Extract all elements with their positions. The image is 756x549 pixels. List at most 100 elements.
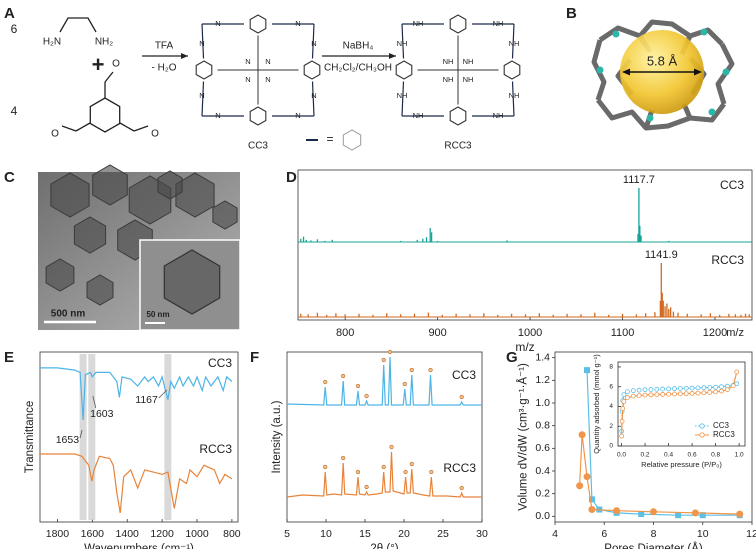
ring [503, 60, 521, 80]
marker [672, 386, 677, 392]
series-line [286, 451, 482, 498]
y-axis-label: Intensity (a.u.) [271, 400, 283, 473]
panel-label: D [286, 169, 297, 186]
peak-marker [409, 461, 414, 467]
marker [719, 388, 724, 394]
marker [642, 387, 648, 393]
panel-label: A [4, 5, 15, 22]
x-axis-label: 2θ (°) [370, 543, 398, 549]
highlight-band [164, 354, 172, 520]
marker [734, 381, 740, 387]
atom-label: N [215, 111, 220, 120]
marker [666, 391, 671, 397]
marker [707, 390, 713, 395]
x-tick-label: 6 [601, 528, 607, 540]
plot-frame [39, 351, 239, 523]
x-tick-label: 20 [398, 528, 410, 540]
marker [677, 386, 683, 391]
x-axis-label: Pores Diameter (Å) [604, 542, 703, 549]
annotation-arrow [92, 395, 97, 409]
x-tick-label: 1200 [703, 327, 727, 339]
ring [449, 14, 467, 34]
x-axis-label: Relative pressure (P/P₀) [641, 460, 722, 469]
highlight-band [79, 354, 87, 520]
legend-marker [699, 432, 705, 438]
marker [695, 390, 701, 396]
x-tick-label: 0.6 [688, 452, 697, 459]
marker [701, 390, 707, 396]
atom-label: NH₂ [95, 37, 113, 48]
marker [677, 391, 683, 397]
marker [736, 510, 744, 518]
atom-label: NH [413, 19, 424, 28]
marker [621, 399, 627, 404]
atom-label: NH [397, 39, 408, 48]
panel-label: E [4, 349, 14, 366]
peak-marker [341, 373, 346, 379]
nitrogen [708, 108, 716, 116]
atom-label: O [151, 129, 159, 140]
y-tick-label: 0.4 [535, 465, 550, 477]
marker [583, 473, 591, 481]
marker [638, 511, 645, 518]
y-tick-label: 0 [609, 443, 613, 450]
marker [619, 433, 625, 439]
ring [249, 14, 267, 34]
atom-label: NH [413, 111, 424, 120]
series-label: CC3 [208, 356, 232, 370]
peak-marker [409, 367, 414, 373]
ring [92, 164, 128, 206]
arrow-head [181, 53, 188, 59]
x-tick-label: 1800 [46, 528, 70, 540]
reagent: CH₂Cl₂/CH₃OH [324, 63, 392, 74]
y-tick-label: 6 [609, 383, 613, 390]
ring [342, 129, 362, 151]
bond [119, 122, 135, 132]
bond [104, 71, 114, 83]
y-tick-label: 1.2 [535, 374, 550, 386]
coefficient: 4 [11, 104, 18, 118]
marker [588, 496, 595, 503]
y-tick-label: 1.4 [535, 351, 550, 363]
atom-label: H₂N [43, 37, 61, 48]
ring [163, 249, 221, 315]
plot-frame [286, 351, 483, 523]
peak-marker [459, 394, 464, 400]
peak-marker [389, 444, 394, 450]
x-tick-label: 10 [697, 528, 709, 540]
marker [672, 391, 677, 397]
marker [648, 392, 654, 398]
atom-label: NH [443, 75, 454, 84]
marker [642, 392, 648, 398]
arrow-head [622, 68, 630, 76]
atom-label: N [215, 19, 220, 28]
bond [61, 125, 77, 132]
plot-frame [297, 169, 753, 321]
bond [401, 81, 405, 117]
x-axis-label: Wavenumbers (cm⁻¹) [84, 543, 194, 549]
bond [133, 125, 149, 132]
ring [50, 172, 90, 218]
bond [59, 17, 97, 33]
panel-label: G [506, 349, 518, 366]
ring [303, 60, 321, 80]
marker [707, 385, 713, 390]
product-label: RCC3 [444, 141, 472, 152]
annotation-arrow [158, 389, 168, 399]
ring [249, 106, 267, 126]
peak-marker [355, 469, 361, 475]
series-label: RCC3 [443, 461, 476, 475]
marker [675, 512, 682, 519]
legend-label: CC3 [713, 421, 730, 430]
x-tick-label: 30 [476, 528, 488, 540]
peak-marker [381, 357, 386, 363]
highlight-band [88, 354, 96, 520]
y-tick-label: 1.0 [535, 397, 550, 409]
marker [713, 389, 719, 395]
x-tick-label: 1400 [116, 528, 140, 540]
marker [689, 385, 695, 391]
marker [650, 508, 657, 516]
arrow-head [694, 68, 702, 76]
series-label: CC3 [452, 368, 476, 382]
y-tick-label: 8 [609, 364, 613, 371]
